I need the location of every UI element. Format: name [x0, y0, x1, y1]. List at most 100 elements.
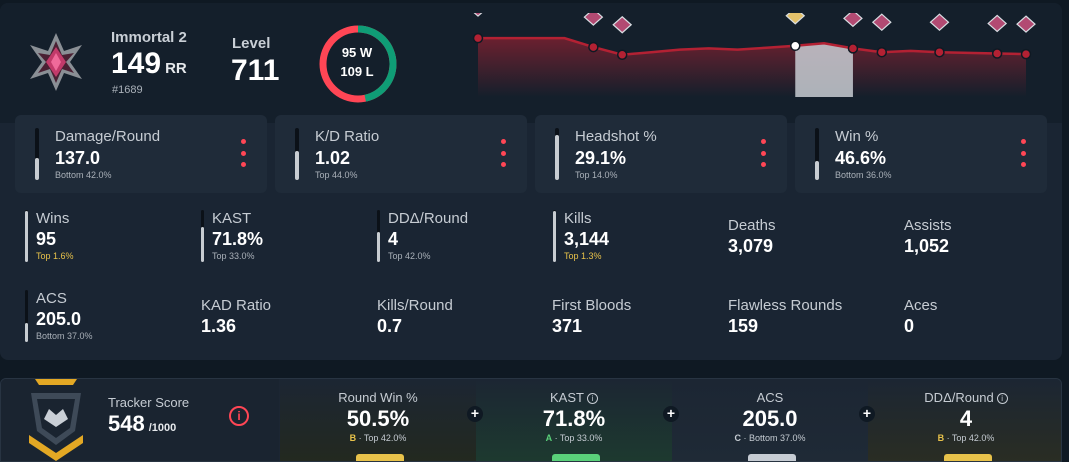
percentile-bar [815, 128, 819, 180]
segment-label: Round Win % [280, 390, 476, 405]
tracker-score-logo [29, 379, 83, 461]
stat-card-value: 46.6% [835, 148, 887, 168]
rank-change-icon [1016, 15, 1036, 33]
level-label: Level [232, 35, 271, 52]
segment-label-text: ACS [756, 390, 784, 405]
rr-history-point[interactable] [616, 49, 628, 61]
grade-letter: B [349, 433, 357, 443]
percentile-bar [553, 210, 556, 262]
segment-value: 4 [959, 406, 973, 431]
stat-label: ACS [36, 290, 67, 307]
stat-card-percentile: Top 14.0% [575, 170, 618, 180]
rr-history-point[interactable] [876, 46, 888, 58]
tracker-score-label: Tracker Score [108, 395, 190, 410]
rr-history-point[interactable] [934, 46, 945, 58]
rank-change-icon [987, 14, 1008, 33]
stat-percentile: Top 42.0% [388, 251, 431, 261]
percentile-bar-fill [815, 161, 819, 180]
segment-value: 50.5% [346, 406, 410, 431]
stat-value: 95 [36, 229, 57, 249]
stat-label: Deaths [728, 217, 776, 234]
percentile-bar [25, 210, 28, 262]
stat-value: 1,052 [904, 236, 950, 256]
segment-label-text: DDΔ/Round [924, 390, 994, 405]
more-options-icon[interactable] [1021, 139, 1027, 167]
stat-percentile: Top 33.0% [212, 251, 255, 261]
leaderboard-position: #1689 [112, 84, 143, 96]
stat-value: 371 [552, 316, 583, 336]
percentile-bar [377, 210, 380, 262]
stat-value: 4 [388, 229, 399, 249]
stat-label: KAST [212, 210, 252, 227]
rank-rating: 149 RR [111, 47, 187, 81]
rr-history-point[interactable] [1020, 48, 1032, 60]
tracker-score-max: /1000 [148, 422, 177, 434]
rank-change-icon [929, 13, 950, 32]
percentile-bar [555, 128, 559, 180]
grade-percentile: · Top 33.0% [552, 433, 603, 443]
percentile-bar-fill [553, 210, 556, 262]
grade-letter: B [937, 433, 945, 443]
rr-unit: RR [165, 60, 187, 77]
rr-history-point[interactable] [472, 32, 484, 44]
segment-value: 71.8% [542, 406, 606, 431]
stat-label: KAD Ratio [201, 297, 272, 314]
grade-percentile: · Top 42.0% [356, 433, 407, 443]
segment-dda-round[interactable]: DDΔ/Round i 4 B · Top 42.0% [868, 379, 1061, 461]
grade-pill [944, 454, 992, 461]
rr-highlight-area [795, 43, 853, 97]
stat-card-win-percent[interactable]: Win % 46.6% Bottom 36.0% [795, 115, 1047, 193]
percentile-bar-fill [377, 231, 380, 262]
stat-card-kd-ratio[interactable]: K/D Ratio 1.02 Top 44.0% [275, 115, 527, 193]
stat-value: 3,144 [564, 229, 610, 249]
stat-label: Flawless Rounds [728, 297, 843, 314]
info-icon[interactable]: i [229, 406, 249, 426]
grade-letter: A [545, 433, 553, 443]
percentile-bar-fill [295, 150, 299, 180]
segment-label: KAST i [476, 390, 672, 405]
more-options-icon[interactable] [241, 139, 247, 167]
rr-history-area [478, 38, 1026, 97]
more-options-icon[interactable] [761, 139, 767, 167]
segment-acs[interactable]: ACS 205.0 C · Bottom 37.0% [672, 379, 868, 461]
info-icon[interactable]: i [996, 393, 1008, 404]
stat-label: Aces [904, 297, 938, 314]
segment-grade: B · Top 42.0% [868, 433, 1061, 443]
grade-pill [356, 454, 404, 461]
percentile-bar [295, 128, 299, 180]
stat-card-damage-round[interactable]: Damage/Round 137.0 Bottom 42.0% [15, 115, 267, 193]
stat-card-label: Win % [835, 128, 879, 145]
rank-change-icon [843, 13, 863, 28]
segment-round-win[interactable]: Round Win % 50.5% B · Top 42.0% [280, 379, 476, 461]
grade-percentile: · Bottom 37.0% [740, 433, 806, 443]
more-options-icon[interactable] [501, 139, 507, 167]
losses-count: 109 L [340, 64, 374, 79]
rr-history-point[interactable] [847, 43, 859, 54]
stat-value: 1.36 [201, 316, 237, 336]
rank-change-icon [583, 13, 604, 26]
segment-kast[interactable]: KAST i 71.8% A · Top 33.0% [476, 379, 672, 461]
segment-label: DDΔ/Round i [868, 390, 1061, 405]
rr-history-chart[interactable] [462, 13, 1042, 113]
percentile-bar-fill [35, 158, 39, 180]
level-value: 711 [231, 54, 280, 87]
rank-name: Immortal 2 [111, 29, 187, 46]
win-arc [319, 25, 397, 103]
stat-card-headshot[interactable]: Headshot % 29.1% Top 14.0% [535, 115, 787, 193]
stat-label: First Bloods [552, 297, 632, 314]
win-loss-ring [319, 25, 397, 103]
stat-label: Wins [36, 210, 70, 227]
stat-card-value: 29.1% [575, 148, 627, 168]
plus-icon: + [859, 406, 875, 422]
wins-count: 95 W [341, 45, 373, 60]
rr-history-point[interactable] [588, 41, 599, 53]
percentile-bar-fill [555, 135, 559, 180]
rr-history-point[interactable] [991, 48, 1003, 59]
info-icon[interactable]: i [586, 393, 598, 404]
segment-value: 205.0 [742, 406, 798, 431]
rank-header: Immortal 2 149 RR #1689 Level 711 95 W 1… [0, 3, 1062, 123]
stat-value: 3,079 [728, 236, 774, 256]
stat-label: DDΔ/Round [388, 210, 469, 227]
segment-grade: B · Top 42.0% [280, 433, 476, 443]
rr-history-point[interactable] [790, 40, 801, 52]
